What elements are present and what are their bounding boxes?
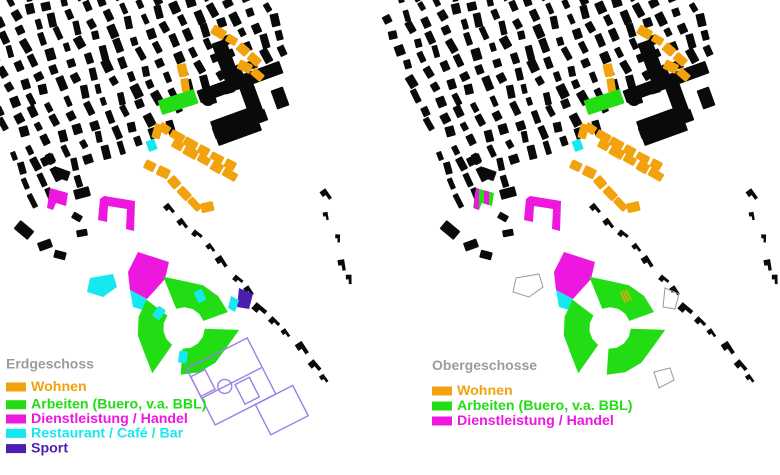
svg-text:Dienstleistung / Handel: Dienstleistung / Handel <box>457 413 614 429</box>
svg-text:Wohnen: Wohnen <box>457 383 513 399</box>
svg-text:Sport: Sport <box>31 441 68 457</box>
svg-text:Arbeiten (Buero, v.a. BBL): Arbeiten (Buero, v.a. BBL) <box>457 398 633 414</box>
svg-text:Erdgeschoss: Erdgeschoss <box>6 356 94 372</box>
svg-text:Restaurant / Café / Bar: Restaurant / Café / Bar <box>31 425 184 441</box>
svg-text:Wohnen: Wohnen <box>31 379 87 395</box>
svg-text:Obergeschosse: Obergeschosse <box>432 357 537 373</box>
